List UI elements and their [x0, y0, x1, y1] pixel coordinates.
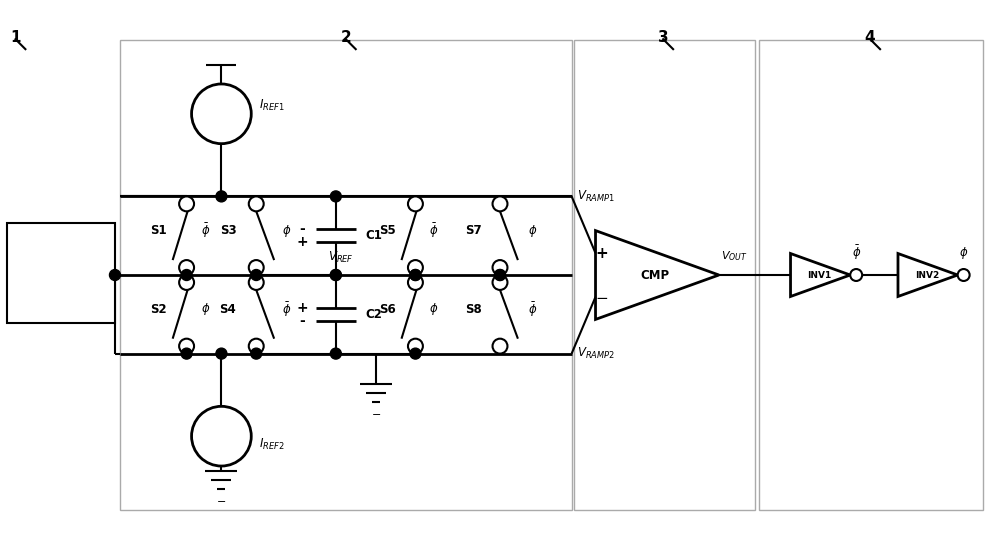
Circle shape — [408, 339, 423, 354]
Text: $-$: $-$ — [595, 289, 608, 304]
Text: +: + — [296, 235, 308, 249]
Circle shape — [958, 269, 970, 281]
Circle shape — [109, 269, 120, 280]
Text: $-$: $-$ — [371, 408, 381, 418]
Text: 1: 1 — [10, 30, 21, 45]
Text: S2: S2 — [150, 303, 167, 316]
Text: $V_{RAMP1}$: $V_{RAMP1}$ — [577, 189, 615, 204]
Circle shape — [181, 348, 192, 359]
Text: 3: 3 — [658, 30, 668, 45]
Circle shape — [249, 196, 264, 212]
Circle shape — [410, 269, 421, 280]
Text: -: - — [299, 314, 305, 328]
Circle shape — [493, 275, 507, 290]
Circle shape — [408, 196, 423, 212]
Circle shape — [330, 191, 341, 202]
Text: CMP: CMP — [641, 268, 670, 282]
Text: C2: C2 — [366, 308, 383, 321]
Text: $V_{RAMP2}$: $V_{RAMP2}$ — [577, 346, 614, 361]
Text: S1: S1 — [150, 224, 167, 237]
Circle shape — [249, 339, 264, 354]
Text: $V_{REF}$: $V_{REF}$ — [328, 250, 354, 265]
Text: $\phi$: $\phi$ — [959, 245, 968, 261]
Text: S6: S6 — [379, 303, 396, 316]
Text: $\phi$: $\phi$ — [282, 223, 291, 239]
Circle shape — [179, 275, 194, 290]
Text: $V_{OUT}$: $V_{OUT}$ — [721, 249, 748, 263]
Circle shape — [179, 260, 194, 275]
Text: C1: C1 — [366, 229, 383, 242]
Text: $\bar{\phi}$: $\bar{\phi}$ — [282, 300, 291, 318]
Text: +: + — [296, 301, 308, 315]
Text: Gen: Gen — [47, 288, 76, 301]
Text: S7: S7 — [465, 224, 482, 237]
Circle shape — [330, 269, 341, 280]
Circle shape — [251, 269, 262, 280]
Text: INV2: INV2 — [915, 271, 939, 279]
Circle shape — [410, 269, 421, 280]
Circle shape — [408, 275, 423, 290]
Text: INV1: INV1 — [807, 271, 832, 279]
Text: S5: S5 — [379, 224, 396, 237]
Circle shape — [493, 339, 507, 354]
Circle shape — [181, 269, 192, 280]
Circle shape — [493, 196, 507, 212]
Circle shape — [410, 348, 421, 359]
Circle shape — [493, 260, 507, 275]
Text: $\phi$: $\phi$ — [201, 301, 210, 317]
Text: $\phi$: $\phi$ — [429, 301, 439, 317]
Circle shape — [249, 260, 264, 275]
Text: 2: 2 — [340, 30, 351, 45]
Text: $-$: $-$ — [216, 495, 226, 505]
Circle shape — [330, 348, 341, 359]
Text: S4: S4 — [220, 303, 236, 316]
Text: +: + — [595, 246, 608, 261]
Circle shape — [850, 269, 862, 281]
Circle shape — [408, 260, 423, 275]
Text: $\bar{\phi}$: $\bar{\phi}$ — [528, 300, 537, 318]
Circle shape — [251, 348, 262, 359]
Circle shape — [249, 275, 264, 290]
Circle shape — [192, 406, 251, 466]
Text: -: - — [299, 222, 305, 236]
Circle shape — [179, 339, 194, 354]
Text: $\phi$: $\phi$ — [528, 223, 537, 239]
Text: $I_{REF1}$: $I_{REF1}$ — [259, 98, 285, 114]
Bar — [759, 40, 983, 510]
Text: $\bar{\phi}$: $\bar{\phi}$ — [429, 222, 439, 240]
Text: S8: S8 — [465, 303, 482, 316]
Circle shape — [216, 348, 227, 359]
Bar — [574, 40, 755, 510]
Text: $\bar{\phi}$: $\bar{\phi}$ — [201, 222, 210, 240]
Text: S3: S3 — [220, 224, 236, 237]
Circle shape — [495, 269, 505, 280]
Circle shape — [216, 191, 227, 202]
Circle shape — [192, 84, 251, 144]
Bar — [120, 40, 572, 510]
Circle shape — [179, 196, 194, 212]
Text: $I_{REF2}$: $I_{REF2}$ — [259, 436, 285, 452]
Text: $\bar{\phi}$: $\bar{\phi}$ — [852, 244, 861, 262]
Circle shape — [495, 269, 505, 280]
Text: 4: 4 — [865, 30, 875, 45]
Text: $V_{REF}$: $V_{REF}$ — [47, 251, 76, 266]
Circle shape — [330, 269, 341, 280]
Bar — [7, 223, 115, 323]
